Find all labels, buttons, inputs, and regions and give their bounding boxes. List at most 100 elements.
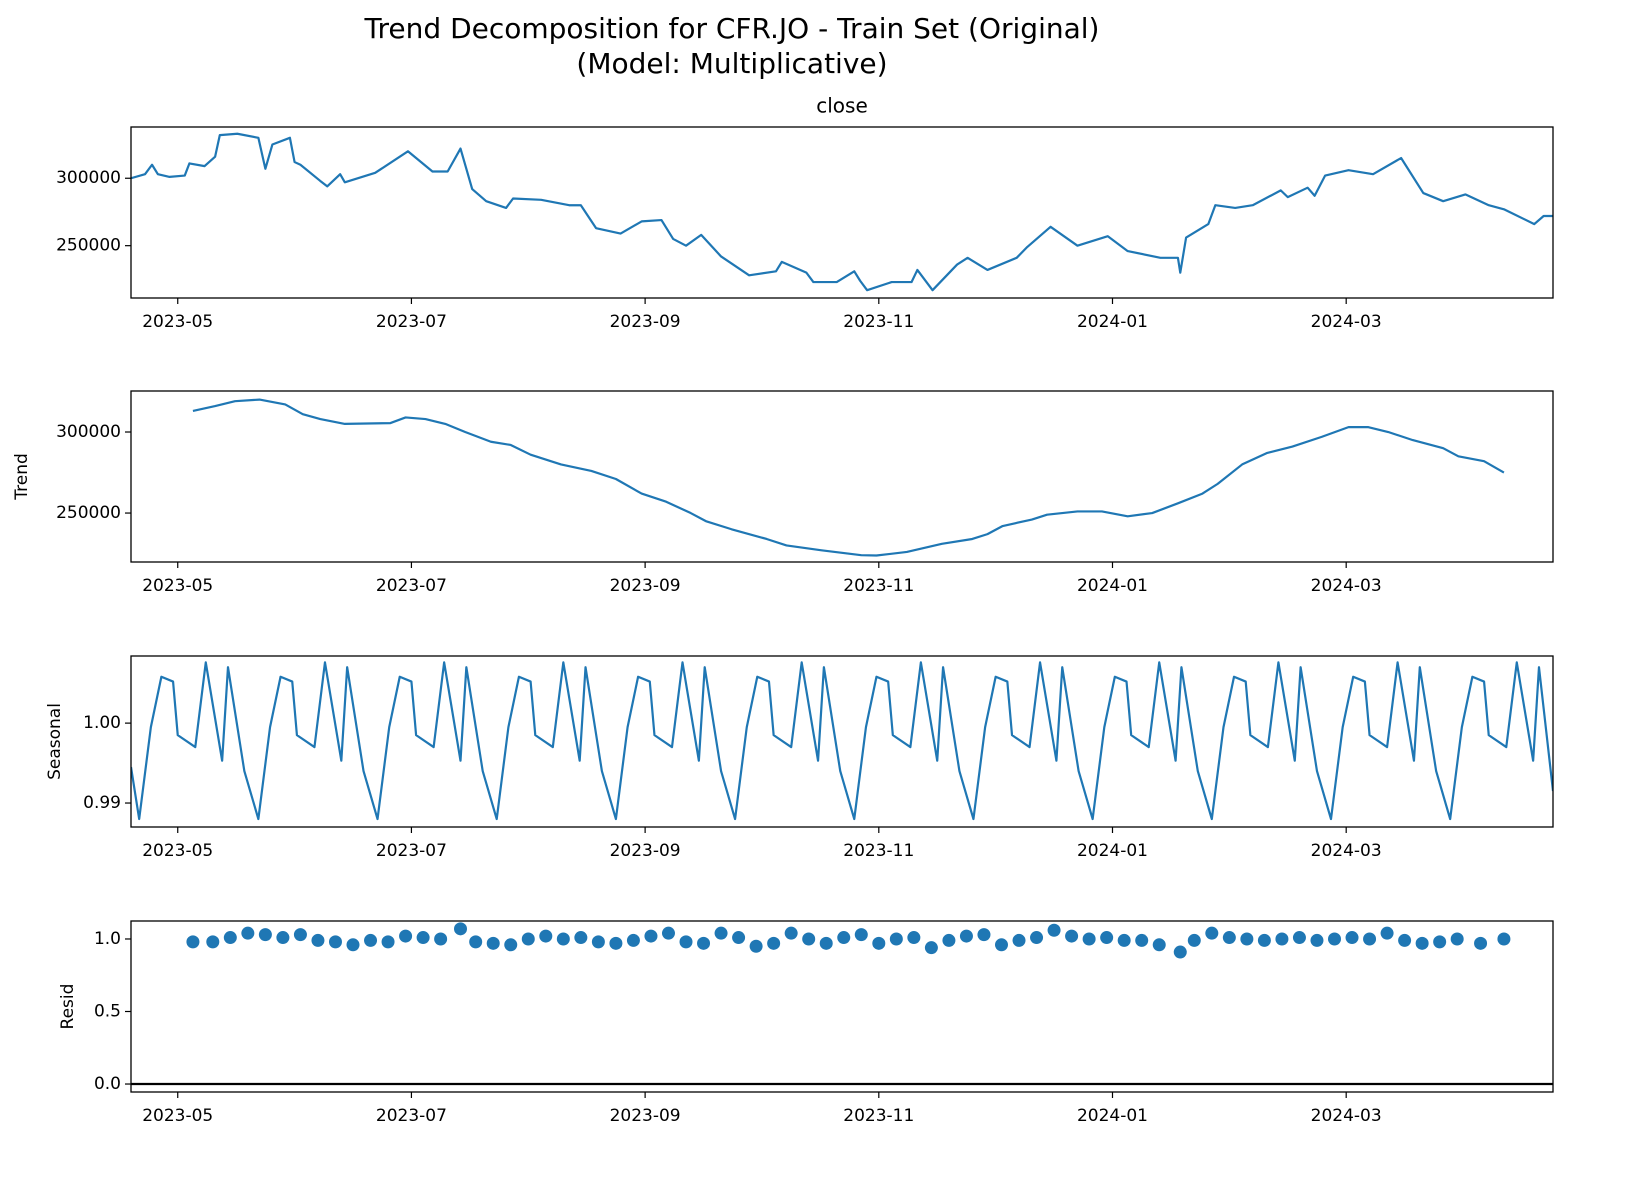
y-tick-label: 250000 bbox=[56, 503, 121, 523]
resid-point bbox=[556, 932, 570, 946]
resid-point bbox=[186, 935, 200, 949]
resid-point bbox=[1398, 933, 1412, 947]
resid-point bbox=[1380, 926, 1394, 940]
x-tick-label: 2023-11 bbox=[843, 1106, 914, 1126]
resid-point bbox=[1257, 933, 1271, 947]
x-tick-label: 2023-05 bbox=[142, 841, 213, 861]
resid-point bbox=[241, 926, 255, 940]
figure-title: Trend Decomposition for CFR.JO - Train S… bbox=[364, 12, 1100, 45]
resid-point bbox=[854, 928, 868, 942]
x-tick-label: 2023-05 bbox=[142, 576, 213, 596]
resid-point bbox=[1328, 932, 1342, 946]
resid-point bbox=[399, 929, 413, 943]
x-tick-label: 2024-03 bbox=[1311, 312, 1382, 332]
plot-area bbox=[131, 132, 1553, 292]
resid-point bbox=[1363, 932, 1377, 946]
y-tick-label: 300000 bbox=[56, 422, 121, 442]
resid-point bbox=[959, 929, 973, 943]
resid-point bbox=[1415, 936, 1429, 950]
resid-point bbox=[1433, 935, 1447, 949]
resid-point bbox=[1030, 931, 1044, 945]
x-tick-label: 2024-03 bbox=[1311, 1106, 1382, 1126]
x-tick-label: 2024-01 bbox=[1077, 576, 1148, 596]
x-tick-label: 2023-11 bbox=[843, 312, 914, 332]
y-tick-label: 0.5 bbox=[94, 1002, 121, 1022]
resid-point bbox=[276, 931, 290, 945]
y-axis-label: Resid bbox=[58, 984, 78, 1030]
x-tick-label: 2023-07 bbox=[376, 1106, 447, 1126]
resid-point bbox=[1310, 933, 1324, 947]
resid-point bbox=[1047, 923, 1061, 937]
resid-point bbox=[609, 936, 623, 950]
resid-point bbox=[574, 931, 588, 945]
x-tick-label: 2024-03 bbox=[1311, 576, 1382, 596]
resid-point bbox=[767, 936, 781, 950]
x-tick-label: 2023-07 bbox=[376, 312, 447, 332]
series-line bbox=[131, 661, 1553, 821]
x-tick-label: 2024-01 bbox=[1077, 841, 1148, 861]
y-tick-label: 250000 bbox=[56, 236, 121, 256]
x-tick-label: 2023-05 bbox=[142, 1106, 213, 1126]
resid-point bbox=[346, 938, 360, 952]
resid-point bbox=[679, 935, 693, 949]
plot-area bbox=[131, 922, 1553, 1086]
x-tick-label: 2023-11 bbox=[843, 576, 914, 596]
resid-point bbox=[626, 933, 640, 947]
y-tick-label: 0.99 bbox=[83, 793, 121, 813]
resid-point bbox=[206, 935, 220, 949]
y-axis-label: Trend bbox=[12, 453, 32, 501]
resid-point bbox=[1012, 933, 1026, 947]
resid-point bbox=[521, 932, 535, 946]
y-tick-label: 1.00 bbox=[83, 713, 121, 733]
resid-point bbox=[749, 939, 763, 953]
resid-point bbox=[994, 938, 1008, 952]
resid-point bbox=[454, 922, 468, 936]
resid-point bbox=[1065, 929, 1079, 943]
resid-point bbox=[924, 941, 938, 955]
series-line bbox=[131, 132, 1553, 292]
y-tick-label: 1.0 bbox=[94, 929, 121, 949]
plot-area bbox=[192, 398, 1505, 557]
resid-point bbox=[977, 928, 991, 942]
resid-point bbox=[1240, 932, 1254, 946]
y-axis-label: Seasonal bbox=[45, 703, 65, 780]
resid-point bbox=[1173, 945, 1187, 959]
axes-frame bbox=[130, 655, 1554, 828]
resid-point bbox=[819, 936, 833, 950]
resid-point bbox=[732, 931, 746, 945]
resid-point bbox=[1117, 933, 1131, 947]
panel-title: close bbox=[816, 94, 868, 118]
x-tick-label: 2024-03 bbox=[1311, 841, 1382, 861]
resid-point bbox=[1474, 936, 1488, 950]
resid-point bbox=[311, 933, 325, 947]
plot-area bbox=[131, 661, 1553, 821]
x-tick-label: 2023-09 bbox=[610, 576, 681, 596]
resid-point bbox=[1100, 931, 1114, 945]
resid-point bbox=[942, 933, 956, 947]
axes-frame bbox=[130, 390, 1554, 563]
resid-point bbox=[539, 929, 553, 943]
resid-point bbox=[1082, 932, 1096, 946]
resid-point bbox=[697, 936, 711, 950]
x-tick-label: 2023-09 bbox=[610, 1106, 681, 1126]
resid-point bbox=[486, 936, 500, 950]
resid-point bbox=[714, 926, 728, 940]
resid-point bbox=[644, 929, 658, 943]
resid-point bbox=[1135, 933, 1149, 947]
x-tick-label: 2024-01 bbox=[1077, 312, 1148, 332]
resid-point bbox=[1450, 932, 1464, 946]
resid-point bbox=[381, 935, 395, 949]
resid-point bbox=[837, 931, 851, 945]
y-tick-label: 0.0 bbox=[94, 1074, 121, 1094]
resid-point bbox=[661, 926, 675, 940]
x-tick-label: 2023-11 bbox=[843, 841, 914, 861]
resid-point bbox=[1497, 932, 1511, 946]
x-tick-label: 2023-09 bbox=[610, 841, 681, 861]
resid-point bbox=[1292, 931, 1306, 945]
resid-point bbox=[293, 928, 307, 942]
resid-point bbox=[504, 938, 518, 952]
axes-frame bbox=[130, 126, 1554, 299]
x-tick-label: 2023-05 bbox=[142, 312, 213, 332]
x-tick-label: 2023-07 bbox=[376, 841, 447, 861]
